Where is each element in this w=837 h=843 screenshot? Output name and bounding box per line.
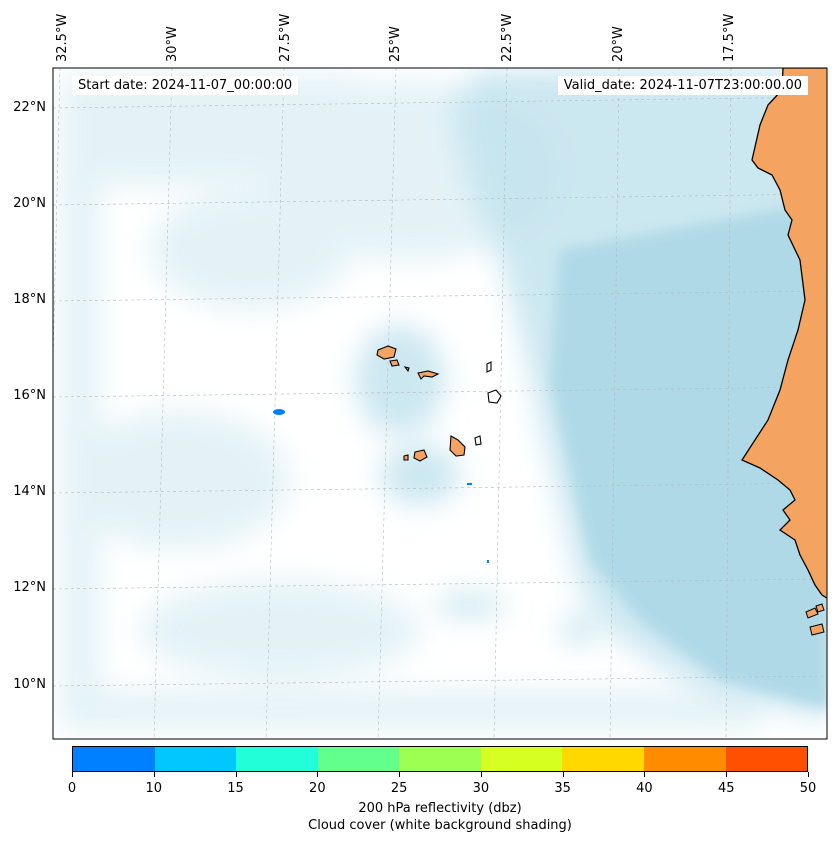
island-boa-vista <box>487 389 502 404</box>
island-sao-nicolau <box>417 370 440 380</box>
colorbar-tick-mark <box>72 772 73 777</box>
latitude-label: 20°N <box>13 196 46 211</box>
longitude-label: 32.5°W <box>55 14 70 62</box>
coastal-islands <box>805 603 825 636</box>
island-santo-antao <box>376 345 397 360</box>
colorbar-tick-label: 0 <box>67 781 77 796</box>
reflectivity-echo <box>487 560 489 563</box>
latitude-label: 16°N <box>13 388 46 403</box>
colorbar-segment <box>562 747 644 771</box>
island-maio <box>474 435 482 446</box>
longitude-label: 27.5°W <box>278 14 293 62</box>
longitude-label: 30°W <box>165 26 180 62</box>
colorbar-tick-mark <box>726 772 728 777</box>
colorbar-tick-label: 30 <box>472 781 490 796</box>
colorbar-tick-label: 20 <box>309 781 326 796</box>
longitude-label: 20°W <box>611 26 626 62</box>
latitude-labels: 22°N 20°N 18°N 16°N 14°N 12°N 10°N <box>13 100 46 692</box>
colorbar-label-cloud-cover: Cloud cover (white background shading) <box>308 818 572 833</box>
colorbar-tick-label: 25 <box>390 781 408 796</box>
island-santa-luzia <box>403 366 410 373</box>
island-sao-vicente <box>389 359 400 367</box>
longitude-label: 25°W <box>388 26 403 62</box>
colorbar-tick-label: 35 <box>554 781 571 796</box>
african-coastline <box>741 68 827 599</box>
island-sal <box>486 361 492 373</box>
longitude-label: 22.5°W <box>500 14 515 62</box>
colorbar-tick-label: 40 <box>636 781 653 796</box>
colorbar-segment <box>643 747 726 771</box>
latitude-label: 18°N <box>13 292 46 307</box>
latitude-label: 22°N <box>13 100 46 115</box>
colorbar-segment <box>480 747 563 771</box>
colorbar-tick-mark <box>480 772 482 777</box>
colorbar <box>72 746 808 772</box>
colorbar-segment <box>154 747 237 771</box>
cape-verde-islands <box>376 345 502 462</box>
colorbar-tick-mark <box>562 772 564 777</box>
start-date-annotation: Start date: 2024-11-07_00:00:00 <box>72 76 299 95</box>
latitude-label: 14°N <box>13 484 46 499</box>
colorbar-segment <box>399 747 481 771</box>
map-frame <box>52 67 828 740</box>
colorbar-tick-mark <box>235 772 237 777</box>
reflectivity-echoes <box>273 409 489 563</box>
colorbar-tick-label: 50 <box>799 781 817 796</box>
colorbar-tick-label: 45 <box>717 781 735 796</box>
colorbar-segment <box>317 747 400 771</box>
colorbar-tick-mark <box>399 772 401 777</box>
longitude-label: 17.5°W <box>722 14 737 62</box>
colorbar-tick-label: 10 <box>145 781 163 796</box>
latitude-label: 10°N <box>13 677 46 692</box>
colorbar-segment <box>236 747 318 771</box>
island-brava <box>403 454 409 461</box>
colorbar-tick-label: 15 <box>227 781 244 796</box>
colorbar-label-reflectivity: 200 hPa reflectivity (dbz) <box>358 801 522 816</box>
cloud-cover-shading <box>60 70 827 730</box>
colorbar-segment <box>725 747 808 771</box>
colorbar-tick-mark <box>153 772 155 777</box>
valid-date-annotation: Valid_date: 2024-11-07T23:00:00.00 <box>557 76 808 95</box>
longitude-labels: 32.5°W 30°W 27.5°W 25°W 22.5°W 20°W 17.5… <box>55 14 737 62</box>
colorbar-segment <box>73 747 155 771</box>
colorbar-tick-mark <box>317 772 319 777</box>
island-santiago <box>449 435 466 457</box>
graticule <box>53 68 827 739</box>
latitude-label: 12°N <box>13 580 46 595</box>
reflectivity-echo <box>467 483 472 485</box>
reflectivity-echo <box>273 409 285 415</box>
island-fogo <box>413 449 428 462</box>
colorbar-tick-mark <box>808 772 809 777</box>
colorbar-tick-mark <box>644 772 646 777</box>
